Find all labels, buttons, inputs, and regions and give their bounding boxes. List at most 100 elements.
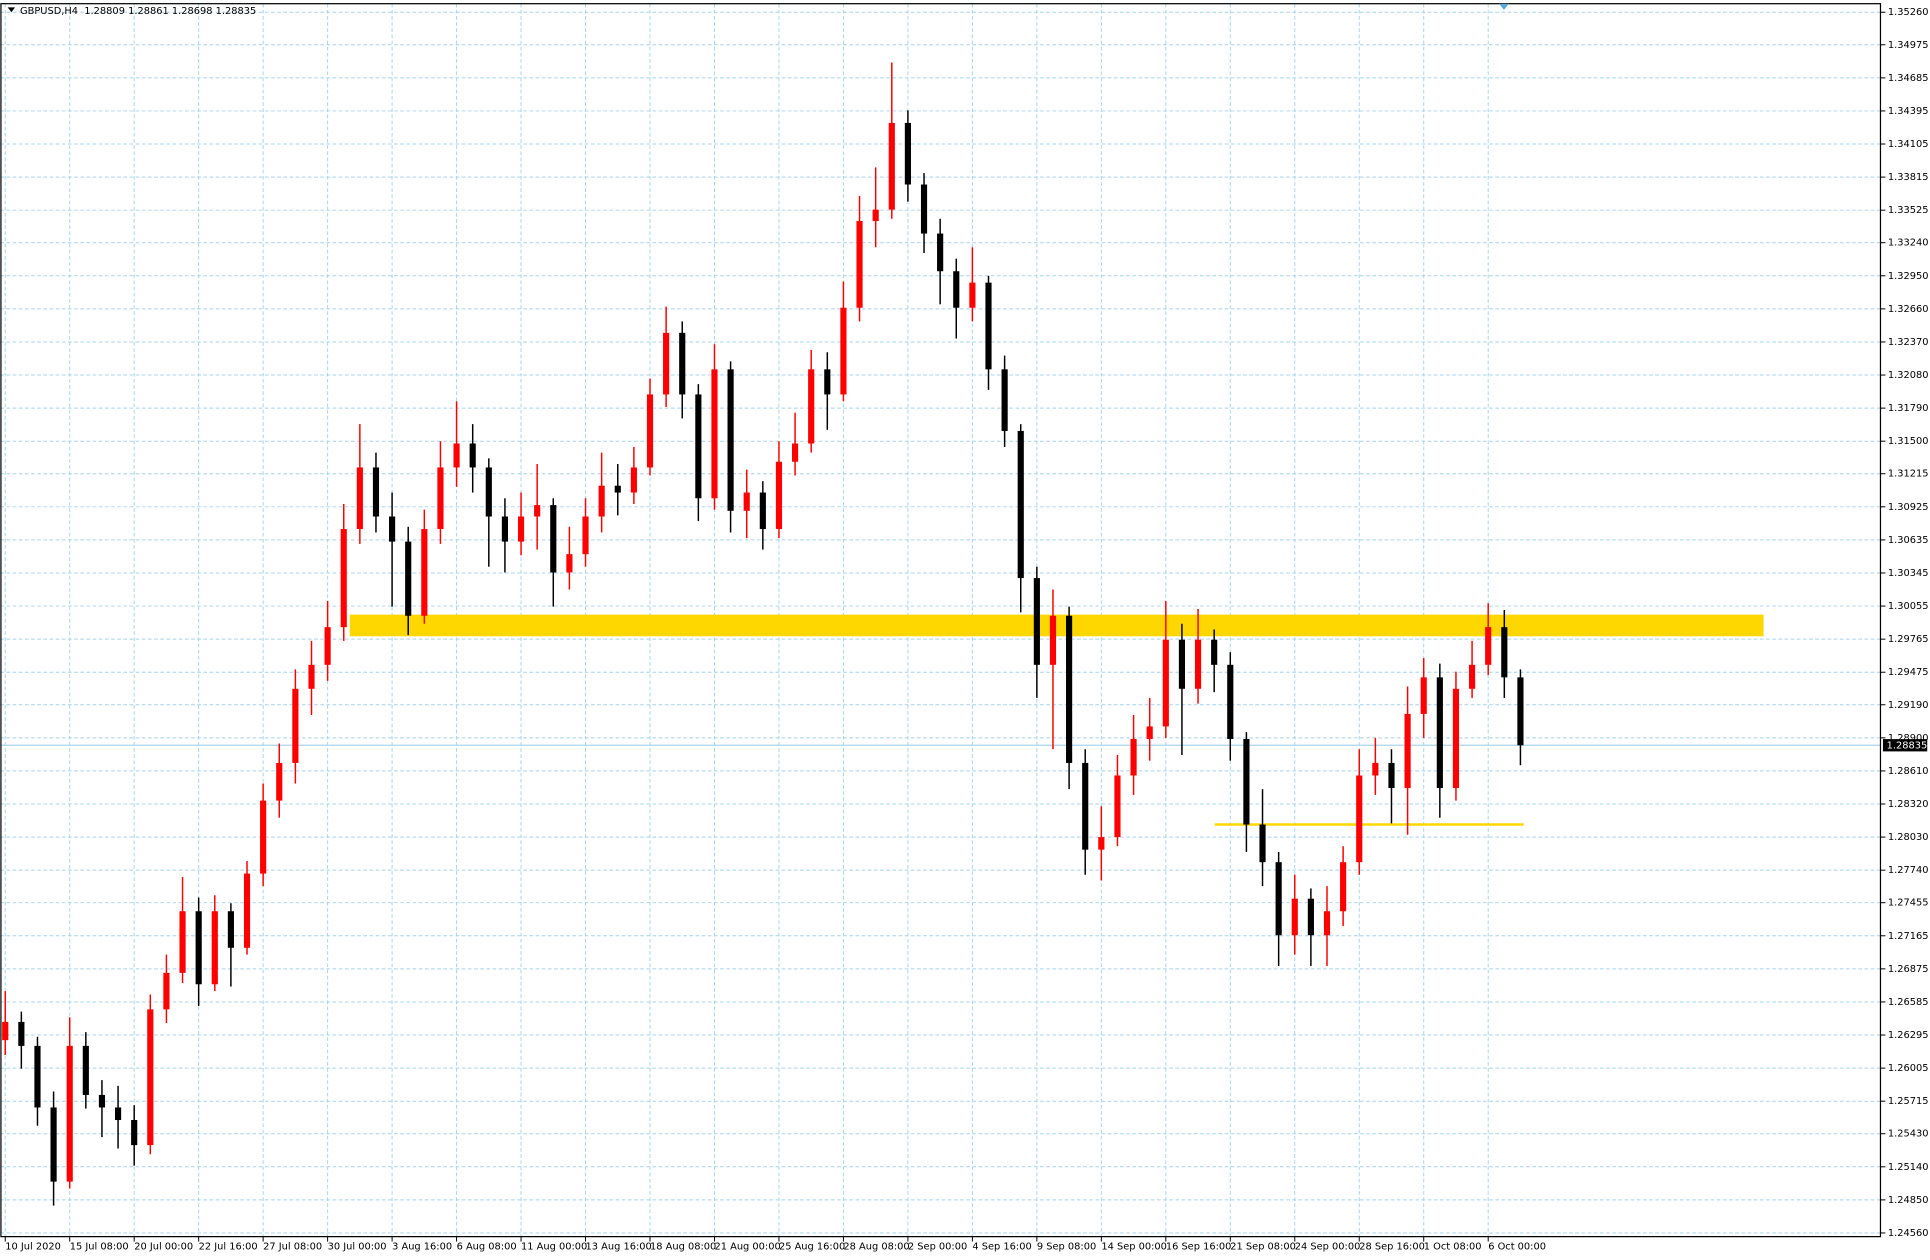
candle-body (372, 467, 380, 517)
x-tick-label: 15 Jul 08:00 (70, 1241, 129, 1252)
x-tick-label: 27 Jul 08:00 (263, 1241, 322, 1252)
candle-body (179, 911, 186, 973)
candle-body (904, 122, 911, 185)
y-tick-label: 1.29475 (1888, 667, 1929, 678)
candle-body (808, 369, 815, 444)
candle-body (953, 271, 960, 308)
y-tick-label: 1.30055 (1888, 601, 1929, 612)
x-tick-label: 16 Sep 16:00 (1166, 1241, 1232, 1252)
candle-body (292, 688, 299, 763)
candle-body (324, 627, 331, 665)
x-tick-label: 20 Jul 00:00 (134, 1241, 193, 1252)
candle-body (969, 282, 976, 308)
x-tick-label: 11 Aug 00:00 (521, 1241, 587, 1252)
x-tick-label: 21 Aug 00:00 (714, 1241, 780, 1252)
y-tick-label: 1.30345 (1888, 568, 1929, 579)
y-tick-label: 1.33815 (1888, 172, 1929, 183)
y-tick-label: 1.25430 (1888, 1129, 1929, 1140)
candle-body (937, 233, 944, 272)
x-tick-label: 28 Sep 16:00 (1359, 1241, 1425, 1252)
y-tick-label: 1.26875 (1888, 964, 1929, 975)
candle-body (34, 1045, 41, 1108)
candle-body (582, 516, 589, 555)
y-tick-label: 1.28900 (1888, 733, 1929, 744)
candle-body (1404, 713, 1411, 789)
chart-title: GBPUSD,H4 1.28809 1.28861 1.28698 1.2883… (20, 6, 256, 17)
candle-body (2, 1021, 9, 1041)
menu-icon (7, 7, 16, 13)
candle-body (1517, 677, 1524, 746)
y-tick-label: 1.30925 (1888, 502, 1929, 513)
candle-body (1436, 677, 1443, 789)
y-tick-label: 1.28030 (1888, 832, 1929, 843)
candle-body (711, 369, 718, 499)
candle-body (98, 1094, 106, 1108)
y-tick-label: 1.32370 (1888, 337, 1929, 348)
candle-body (1017, 430, 1024, 579)
y-tick-label: 1.34105 (1888, 139, 1929, 150)
y-tick-label: 1.32660 (1888, 304, 1929, 315)
current-price-label: 1.28835 (1887, 740, 1928, 751)
candle-body (501, 516, 509, 542)
candle-body (1275, 862, 1282, 936)
candle-body (534, 505, 541, 517)
candle-body (840, 307, 847, 395)
candle-body (405, 541, 412, 616)
candle-body (759, 492, 766, 530)
y-tick-label: 1.32080 (1888, 370, 1929, 381)
candle-body (1501, 627, 1508, 678)
y-tick-label: 1.28610 (1888, 766, 1929, 777)
y-tick-label: 1.25715 (1888, 1096, 1929, 1107)
y-tick-label: 1.28320 (1888, 799, 1929, 810)
y-tick-label: 1.24560 (1888, 1228, 1929, 1239)
candle-body (1211, 639, 1218, 665)
candle-body (1001, 369, 1008, 431)
candle-body (1146, 726, 1153, 739)
candle-body (18, 1021, 25, 1046)
candle-body (824, 369, 831, 395)
candle-body (485, 467, 492, 517)
candle-body (437, 467, 444, 530)
candle-body (1194, 639, 1202, 689)
candle-body (243, 873, 251, 948)
candle-body (1259, 824, 1266, 863)
x-tick-label: 28 Aug 08:00 (843, 1241, 909, 1252)
candle-body (775, 461, 783, 530)
candle-body (308, 664, 315, 689)
candle-body (791, 443, 799, 462)
x-tick-label: 9 Sep 08:00 (1037, 1241, 1096, 1252)
y-tick-label: 1.27455 (1888, 898, 1929, 909)
x-tick-label: 21 Sep 08:00 (1230, 1241, 1296, 1252)
candle-body (1178, 639, 1186, 689)
candle-body (1291, 898, 1298, 936)
plot (0, 62, 1881, 1206)
y-tick-label: 1.33240 (1888, 238, 1929, 249)
candle-body (1323, 911, 1331, 936)
candle-body (517, 516, 525, 542)
candle-body (260, 800, 267, 874)
candle-body (679, 332, 686, 395)
y-tick-label: 1.34395 (1888, 106, 1929, 117)
y-tick-label: 1.27165 (1888, 931, 1929, 942)
x-tick-label: 1 Oct 08:00 (1424, 1241, 1482, 1252)
plot-frame (0, 3, 1882, 1238)
candle-body (389, 516, 396, 542)
candle-body (598, 485, 605, 517)
y-tick-label: 1.33525 (1888, 205, 1929, 216)
x-tick-label: 6 Aug 08:00 (457, 1241, 517, 1252)
y-tick-label: 1.31215 (1888, 469, 1929, 480)
y-tick-label: 1.26005 (1888, 1063, 1929, 1074)
x-tick-label: 4 Sep 16:00 (972, 1241, 1031, 1252)
candle-body (630, 467, 637, 493)
y-tick-label: 1.32950 (1888, 271, 1929, 282)
candle-body (356, 467, 363, 530)
candle-body (1485, 627, 1492, 665)
candle-body (227, 911, 234, 948)
candle-body (727, 369, 734, 511)
shift-marker (1499, 3, 1509, 10)
y-tick-label: 1.31500 (1888, 436, 1929, 447)
y-tick-label: 1.29190 (1888, 700, 1929, 711)
axes: 1.35260 1.34975 1.34685 1.34395 1.34105 1.338… (0, 3, 1929, 1252)
candle-body (856, 221, 863, 308)
